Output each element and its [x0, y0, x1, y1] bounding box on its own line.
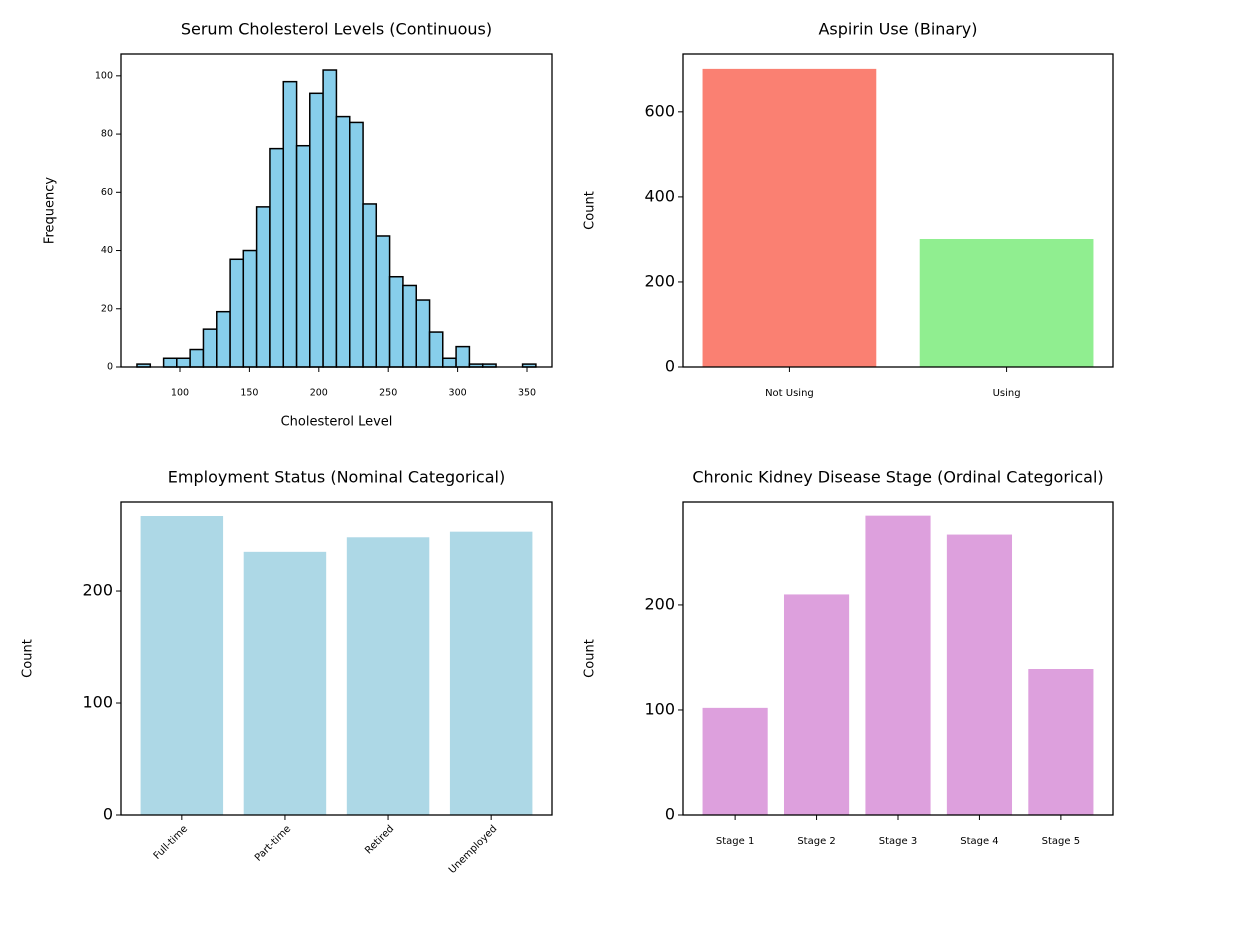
x-tick-label: Stage 2 [797, 836, 835, 847]
x-tick-label: Retired [363, 823, 396, 856]
histogram-bar [402, 284, 417, 368]
plot-frame [682, 501, 1114, 816]
histogram-bar [375, 235, 391, 368]
bar [865, 515, 931, 815]
bar [919, 238, 1094, 367]
histogram-bar [229, 258, 245, 368]
chart-title: Serum Cholesterol Levels (Continuous) [181, 20, 492, 39]
y-axis-label: Count [583, 639, 598, 678]
histogram-bar [242, 249, 258, 368]
y-tick-label: 0 [103, 805, 113, 824]
x-tick-label: 300 [449, 388, 467, 399]
bar [783, 594, 850, 815]
histogram-bar [428, 331, 444, 368]
y-tick-label: 80 [101, 129, 113, 140]
histogram-bar [349, 121, 364, 368]
x-tick-label: 200 [310, 388, 328, 399]
chart-title: Employment Status (Nominal Categorical) [168, 468, 505, 487]
bar [449, 531, 533, 815]
histogram-bar [176, 357, 191, 368]
x-tick-label: 100 [171, 388, 189, 399]
histogram-bar [362, 203, 378, 368]
y-tick-label: 200 [644, 271, 675, 290]
histogram-bar [322, 69, 338, 368]
x-tick-label: Stage 3 [879, 836, 917, 847]
histogram-bar [388, 275, 404, 368]
x-tick-label: Unemployed [447, 823, 499, 875]
y-axis-label: Count [21, 639, 36, 678]
x-tick-label: Part-time [253, 823, 293, 863]
histogram-bar [442, 357, 457, 368]
chart-title: Chronic Kidney Disease Stage (Ordinal Ca… [692, 468, 1103, 487]
y-tick-label: 60 [101, 187, 113, 198]
plot-frame [120, 501, 553, 816]
chart-title: Aspirin Use (Binary) [818, 20, 977, 39]
y-tick-label: 200 [644, 594, 675, 613]
x-tick-label: 250 [379, 388, 397, 399]
x-tick-label: Stage 4 [960, 836, 998, 847]
y-axis-label: Frequency [43, 177, 58, 244]
y-tick-label: 200 [82, 581, 113, 600]
histogram-bar [202, 328, 218, 368]
x-tick-label: 350 [518, 388, 536, 399]
plot-frame [120, 53, 553, 368]
histogram-bar [269, 147, 285, 368]
bar [702, 68, 877, 367]
bar [140, 515, 224, 815]
histogram-bar [189, 348, 205, 368]
histogram-bar [455, 345, 471, 368]
histogram-bar [295, 144, 311, 368]
y-tick-label: 20 [101, 303, 113, 314]
histogram-bar [282, 80, 298, 368]
x-tick-label: Stage 1 [716, 836, 754, 847]
y-tick-label: 0 [107, 362, 113, 373]
bar [1028, 669, 1094, 815]
x-tick-label: Stage 5 [1042, 836, 1080, 847]
y-tick-label: 100 [82, 693, 113, 712]
y-tick-label: 0 [665, 805, 675, 824]
y-tick-label: 100 [95, 70, 113, 81]
x-axis-label: Cholesterol Level [281, 415, 393, 430]
x-tick-label: Not Using [765, 388, 814, 399]
bar [946, 534, 1013, 815]
histogram-bar [415, 299, 431, 368]
y-axis-label: Count [583, 191, 598, 230]
histogram-bar [255, 206, 271, 368]
y-tick-label: 100 [644, 699, 675, 718]
histogram-bar [162, 357, 178, 368]
x-tick-label: Using [993, 388, 1021, 399]
y-tick-label: 0 [665, 357, 675, 376]
histogram-bar [309, 92, 324, 368]
bar [702, 707, 768, 815]
histogram-bar [335, 115, 351, 368]
histogram-bar [216, 310, 231, 368]
bar [243, 551, 327, 815]
x-tick-label: Full-time [152, 823, 190, 861]
x-tick-label: 150 [240, 388, 258, 399]
y-tick-label: 400 [644, 186, 675, 205]
bar [346, 537, 430, 815]
plot-frame [682, 53, 1114, 368]
y-tick-label: 600 [644, 101, 675, 120]
y-tick-label: 40 [101, 245, 113, 256]
